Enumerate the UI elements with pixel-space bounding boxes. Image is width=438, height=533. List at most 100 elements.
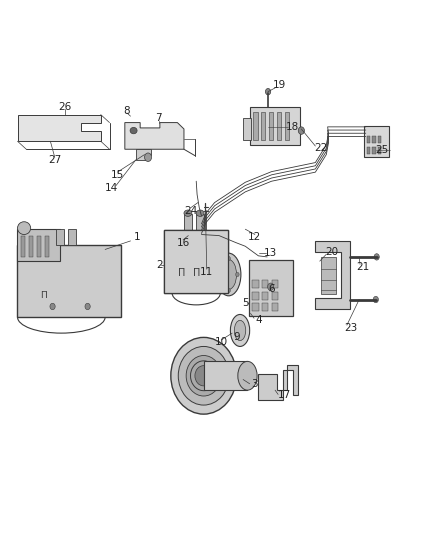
Ellipse shape xyxy=(178,231,190,240)
Text: 5: 5 xyxy=(242,298,249,308)
Bar xyxy=(250,107,300,145)
Ellipse shape xyxy=(196,210,204,216)
Bar xyxy=(372,136,376,143)
Text: 9: 9 xyxy=(233,332,240,342)
Text: 18: 18 xyxy=(286,122,299,132)
Text: П: П xyxy=(194,268,201,278)
Text: 12: 12 xyxy=(248,232,261,242)
Text: 13: 13 xyxy=(264,248,277,258)
Bar xyxy=(252,303,259,311)
Ellipse shape xyxy=(227,256,230,261)
Bar xyxy=(321,257,336,294)
Ellipse shape xyxy=(85,303,90,310)
Bar xyxy=(29,236,33,257)
Bar xyxy=(56,229,64,245)
Bar xyxy=(252,292,259,300)
Bar xyxy=(285,112,289,140)
Ellipse shape xyxy=(234,320,246,341)
Text: 16: 16 xyxy=(177,238,190,247)
Bar xyxy=(253,112,258,140)
Polygon shape xyxy=(315,241,350,309)
Text: 6: 6 xyxy=(268,284,275,294)
Text: П: П xyxy=(178,268,185,278)
Ellipse shape xyxy=(265,88,271,95)
Bar xyxy=(262,292,268,300)
Bar xyxy=(17,245,121,317)
Ellipse shape xyxy=(230,314,250,346)
Ellipse shape xyxy=(50,303,55,310)
Ellipse shape xyxy=(178,346,229,405)
Text: 19: 19 xyxy=(273,80,286,90)
Bar xyxy=(243,118,251,140)
Bar xyxy=(204,361,247,390)
Bar xyxy=(372,147,376,154)
Bar xyxy=(269,112,273,140)
Bar xyxy=(68,229,76,245)
Text: 10: 10 xyxy=(215,337,228,347)
Text: 7: 7 xyxy=(155,114,162,123)
Bar xyxy=(272,303,278,311)
Ellipse shape xyxy=(189,231,201,240)
Bar xyxy=(252,280,259,288)
Ellipse shape xyxy=(236,272,239,277)
Bar xyxy=(184,214,192,230)
Bar xyxy=(261,112,265,140)
Bar xyxy=(262,303,268,311)
Bar xyxy=(277,112,281,140)
Bar xyxy=(45,236,49,257)
Text: 26: 26 xyxy=(58,102,71,111)
Text: 1: 1 xyxy=(133,232,140,242)
Text: 2: 2 xyxy=(156,261,163,270)
Ellipse shape xyxy=(186,356,221,396)
Bar xyxy=(272,292,278,300)
Text: 21: 21 xyxy=(356,262,369,271)
Text: 17: 17 xyxy=(278,391,291,400)
Bar xyxy=(262,280,268,288)
Ellipse shape xyxy=(195,366,212,386)
Ellipse shape xyxy=(268,283,274,290)
Ellipse shape xyxy=(171,337,237,414)
Text: П: П xyxy=(40,292,47,300)
Ellipse shape xyxy=(373,296,378,303)
Ellipse shape xyxy=(218,272,222,277)
Polygon shape xyxy=(136,149,151,160)
Text: 8: 8 xyxy=(124,106,131,116)
Text: 23: 23 xyxy=(344,323,357,333)
Text: 3: 3 xyxy=(251,379,258,389)
Bar xyxy=(367,147,370,154)
Ellipse shape xyxy=(298,127,304,134)
Bar xyxy=(272,280,278,288)
Text: 14: 14 xyxy=(105,183,118,192)
Polygon shape xyxy=(125,123,184,149)
Bar xyxy=(378,147,381,154)
Bar xyxy=(21,236,25,257)
Text: 24: 24 xyxy=(184,206,197,215)
Ellipse shape xyxy=(374,254,379,260)
Bar xyxy=(164,230,228,293)
Bar xyxy=(378,136,381,143)
Polygon shape xyxy=(18,115,101,141)
Ellipse shape xyxy=(145,153,152,161)
Text: 15: 15 xyxy=(111,170,124,180)
Text: 4: 4 xyxy=(255,315,262,325)
Ellipse shape xyxy=(216,253,241,296)
Text: 20: 20 xyxy=(325,247,339,256)
Ellipse shape xyxy=(18,222,31,235)
Text: 22: 22 xyxy=(314,143,327,153)
Ellipse shape xyxy=(238,361,257,390)
Bar xyxy=(364,126,389,157)
Bar xyxy=(196,214,204,230)
Text: 11: 11 xyxy=(200,267,213,277)
Bar xyxy=(249,260,293,316)
Bar xyxy=(37,236,41,257)
Ellipse shape xyxy=(227,288,230,293)
Bar xyxy=(367,136,370,143)
Bar xyxy=(164,230,228,293)
Polygon shape xyxy=(258,365,298,400)
Ellipse shape xyxy=(184,210,192,216)
Ellipse shape xyxy=(130,127,137,134)
Ellipse shape xyxy=(221,260,237,289)
Text: 27: 27 xyxy=(48,155,61,165)
Text: 25: 25 xyxy=(375,146,389,155)
Bar xyxy=(17,229,60,261)
